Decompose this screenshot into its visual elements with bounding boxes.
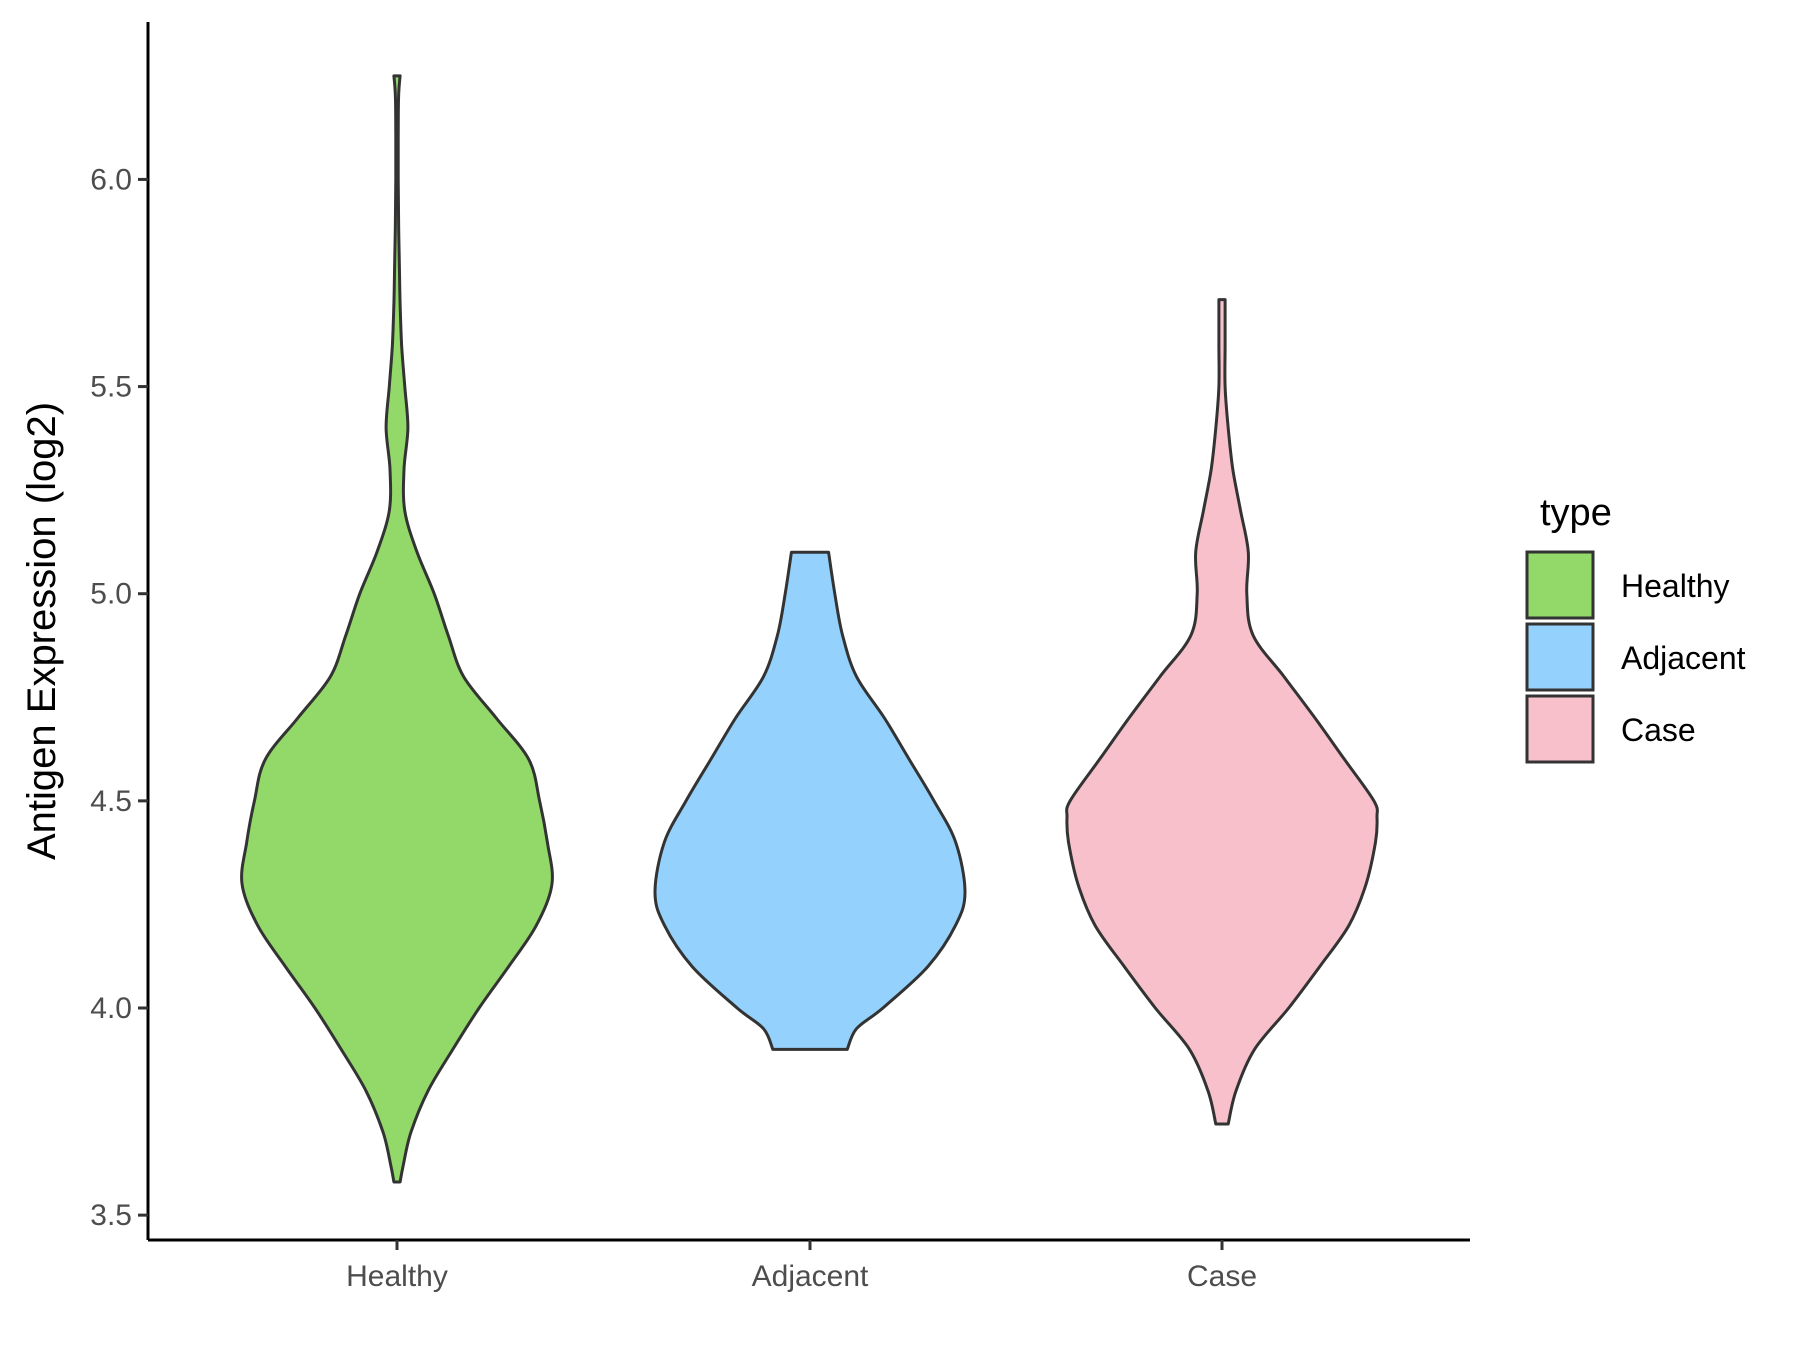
violin-adjacent bbox=[653, 550, 967, 1051]
violin-healthy bbox=[240, 74, 554, 1184]
legend-label-adjacent: Adjacent bbox=[1621, 640, 1746, 676]
x-tick-label: Adjacent bbox=[752, 1260, 869, 1293]
y-tick-label: 4.5 bbox=[90, 785, 132, 818]
legend-swatch-case bbox=[1525, 694, 1595, 764]
violin-case bbox=[1065, 298, 1379, 1126]
y-ticks: 3.5 4.0 4.5 5.0 5.5 6.0 bbox=[90, 163, 148, 1232]
y-tick-label: 5.5 bbox=[90, 371, 132, 404]
y-tick-label: 6.0 bbox=[90, 163, 132, 196]
y-tick-label: 5.0 bbox=[90, 578, 132, 611]
legend-label-case: Case bbox=[1621, 712, 1696, 748]
y-axis-title: Antigen Expression (log2) bbox=[20, 402, 64, 860]
legend-swatch-healthy bbox=[1525, 550, 1595, 620]
violins-layer bbox=[240, 74, 1379, 1184]
x-tick-label: Healthy bbox=[346, 1260, 448, 1293]
legend: type Healthy Adjacent Case bbox=[1525, 492, 1746, 764]
legend-label-healthy: Healthy bbox=[1621, 568, 1730, 604]
y-tick-label: 4.0 bbox=[90, 992, 132, 1025]
legend-swatch-adjacent bbox=[1525, 622, 1595, 692]
x-ticks: Healthy Adjacent Case bbox=[346, 1240, 1257, 1293]
y-tick-label: 3.5 bbox=[90, 1199, 132, 1232]
x-tick-label: Case bbox=[1187, 1260, 1257, 1293]
legend-title: type bbox=[1540, 492, 1612, 534]
